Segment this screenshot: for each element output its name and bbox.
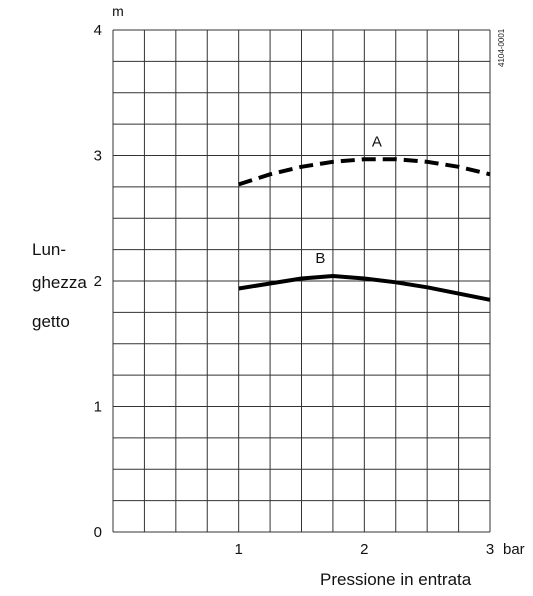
x-tick-label: 2 (360, 541, 368, 558)
chart-labels: 0 1 2 3 4m 1 2 3 bar 4104-0001 A B (94, 3, 525, 558)
chart-grid (112, 29, 491, 533)
y-tick-label: 2 (94, 273, 102, 290)
y-tick-label: 4 (94, 22, 102, 39)
y-axis-title-line-2: ghezza (32, 273, 87, 292)
y-tick-label: 3 (94, 148, 102, 165)
y-axis-title-line-1: Lun- (32, 240, 67, 259)
y-axis-title-line-3: getto (32, 312, 70, 331)
series-label-b: B (315, 250, 325, 267)
x-axis-title: Pressione in entrata (320, 570, 472, 589)
y-tick-label: 1 (94, 399, 102, 416)
chart-series (238, 157, 491, 302)
y-unit-label: m (112, 3, 124, 19)
figure-code: 4104-0001 (497, 28, 506, 67)
series-line-a (238, 157, 491, 187)
x-tick-label: 1 (234, 541, 242, 558)
series-line-b (238, 274, 491, 302)
series-label-a: A (372, 133, 382, 150)
x-tick-label: 3 (486, 541, 494, 558)
x-unit-label: bar (503, 541, 525, 558)
y-tick-label: 0 (94, 524, 102, 541)
